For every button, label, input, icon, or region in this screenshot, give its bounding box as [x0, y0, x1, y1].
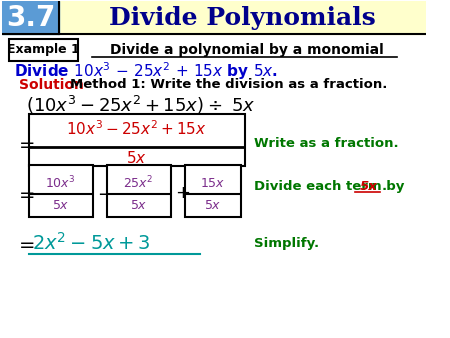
- FancyBboxPatch shape: [9, 39, 78, 61]
- Text: Divide each term by: Divide each term by: [254, 180, 405, 193]
- Text: $=$: $=$: [15, 134, 36, 153]
- Text: $-$: $-$: [97, 185, 112, 202]
- Text: Solution: Solution: [19, 78, 84, 92]
- Bar: [2, 1, 58, 34]
- Text: Divide $10x^3$ $-$ $25x^2$ $+$ $15x$ by $5x$.: Divide $10x^3$ $-$ $25x^2$ $+$ $15x$ by …: [14, 60, 278, 81]
- Text: 5x: 5x: [360, 180, 378, 193]
- Text: $10x^3 - 25x^2 + 15x$: $10x^3 - 25x^2 + 15x$: [67, 119, 207, 138]
- Text: $=$: $=$: [15, 184, 36, 203]
- Bar: [2, 1, 426, 34]
- Text: $25x^2$: $25x^2$: [123, 175, 154, 192]
- Text: .: .: [381, 180, 387, 193]
- Text: $5x$: $5x$: [204, 199, 222, 212]
- Text: $5x$: $5x$: [52, 199, 69, 212]
- Text: $2x^2 - 5x + 3$: $2x^2 - 5x + 3$: [32, 232, 151, 254]
- Text: Write as a fraction.: Write as a fraction.: [254, 137, 399, 150]
- Text: $+$: $+$: [176, 185, 190, 202]
- Bar: [29, 114, 245, 166]
- Bar: [185, 166, 241, 217]
- Text: Divide a polynomial by a monomial: Divide a polynomial by a monomial: [110, 43, 384, 57]
- Text: Method 1: Write the division as a fraction.: Method 1: Write the division as a fracti…: [70, 78, 387, 91]
- Text: $5x$: $5x$: [126, 150, 147, 167]
- Text: Simplify.: Simplify.: [254, 237, 320, 250]
- Bar: [29, 166, 93, 217]
- Text: $5x$: $5x$: [130, 199, 148, 212]
- Text: $10x^3$: $10x^3$: [45, 175, 76, 192]
- Text: $\left(10x^3 - 25x^2 + 15x\right) \div\ 5x$: $\left(10x^3 - 25x^2 + 15x\right) \div\ …: [26, 94, 256, 116]
- Text: $=$: $=$: [15, 234, 36, 253]
- Text: 3.7: 3.7: [6, 4, 55, 32]
- Bar: [107, 166, 171, 217]
- Text: $15x$: $15x$: [200, 177, 226, 190]
- Text: Divide Polynomials: Divide Polynomials: [109, 6, 375, 30]
- Text: Example 1: Example 1: [7, 43, 80, 56]
